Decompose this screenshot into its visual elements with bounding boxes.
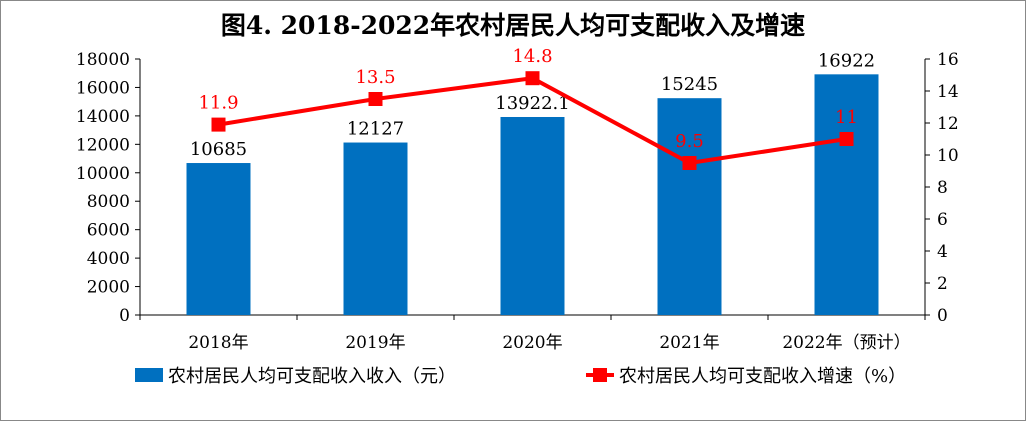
bar (343, 142, 408, 315)
bar (186, 163, 251, 315)
growth-data-label: 9.5 (675, 131, 704, 152)
left-tick-label: 10000 (76, 164, 130, 184)
legend-bar-label: 农村居民人均可支配收入收入（元） (168, 366, 456, 387)
right-tick-label: 0 (937, 306, 948, 326)
bar-data-label: 15245 (661, 74, 718, 95)
left-tick-label: 0 (119, 306, 130, 326)
growth-marker (682, 156, 697, 170)
right-tick-label: 12 (937, 114, 959, 134)
growth-marker (211, 117, 226, 132)
x-tick-label: 2021年 (659, 333, 719, 353)
growth-marker (525, 71, 540, 86)
left-tick-label: 18000 (76, 50, 130, 70)
left-tick-label: 8000 (87, 192, 130, 212)
right-tick-label: 2 (937, 274, 948, 294)
right-tick-label: 10 (937, 146, 959, 166)
legend-line-label: 农村居民人均可支配收入增速（%） (619, 366, 906, 387)
left-tick-label: 4000 (87, 249, 130, 269)
right-tick-label: 14 (937, 82, 959, 102)
x-tick-label: 2019年 (345, 333, 405, 353)
bar-data-label: 13922.1 (495, 93, 569, 114)
left-tick-label: 14000 (76, 107, 130, 127)
left-tick-label: 6000 (87, 221, 130, 241)
bar (500, 116, 565, 316)
bar (657, 98, 722, 315)
legend-line-marker (593, 368, 607, 382)
left-tick-label: 2000 (87, 278, 130, 298)
growth-data-label: 11 (835, 107, 858, 128)
right-tick-label: 6 (937, 210, 948, 230)
x-tick-label: 2022年（预计） (782, 333, 910, 353)
growth-data-label: 13.5 (355, 67, 395, 88)
left-tick-label: 16000 (76, 78, 130, 98)
right-tick-label: 8 (937, 178, 948, 198)
growth-data-label: 11.9 (198, 93, 238, 114)
x-tick-label: 2018年 (188, 333, 248, 353)
chart-title: 图4. 2018-2022年农村居民人均可支配收入及增速 (221, 11, 805, 40)
right-tick-label: 16 (937, 50, 959, 70)
bar-data-label: 12127 (347, 119, 404, 140)
growth-marker (368, 92, 383, 106)
left-tick-label: 12000 (76, 135, 130, 155)
legend-bar-swatch (135, 368, 163, 382)
right-tick-label: 4 (937, 242, 948, 262)
bar (814, 74, 879, 315)
growth-marker (839, 132, 854, 146)
growth-data-label: 14.8 (512, 46, 552, 67)
x-tick-label: 2020年 (502, 333, 562, 353)
bar-data-label: 10685 (190, 139, 247, 160)
bar-data-label: 16922 (818, 50, 875, 71)
